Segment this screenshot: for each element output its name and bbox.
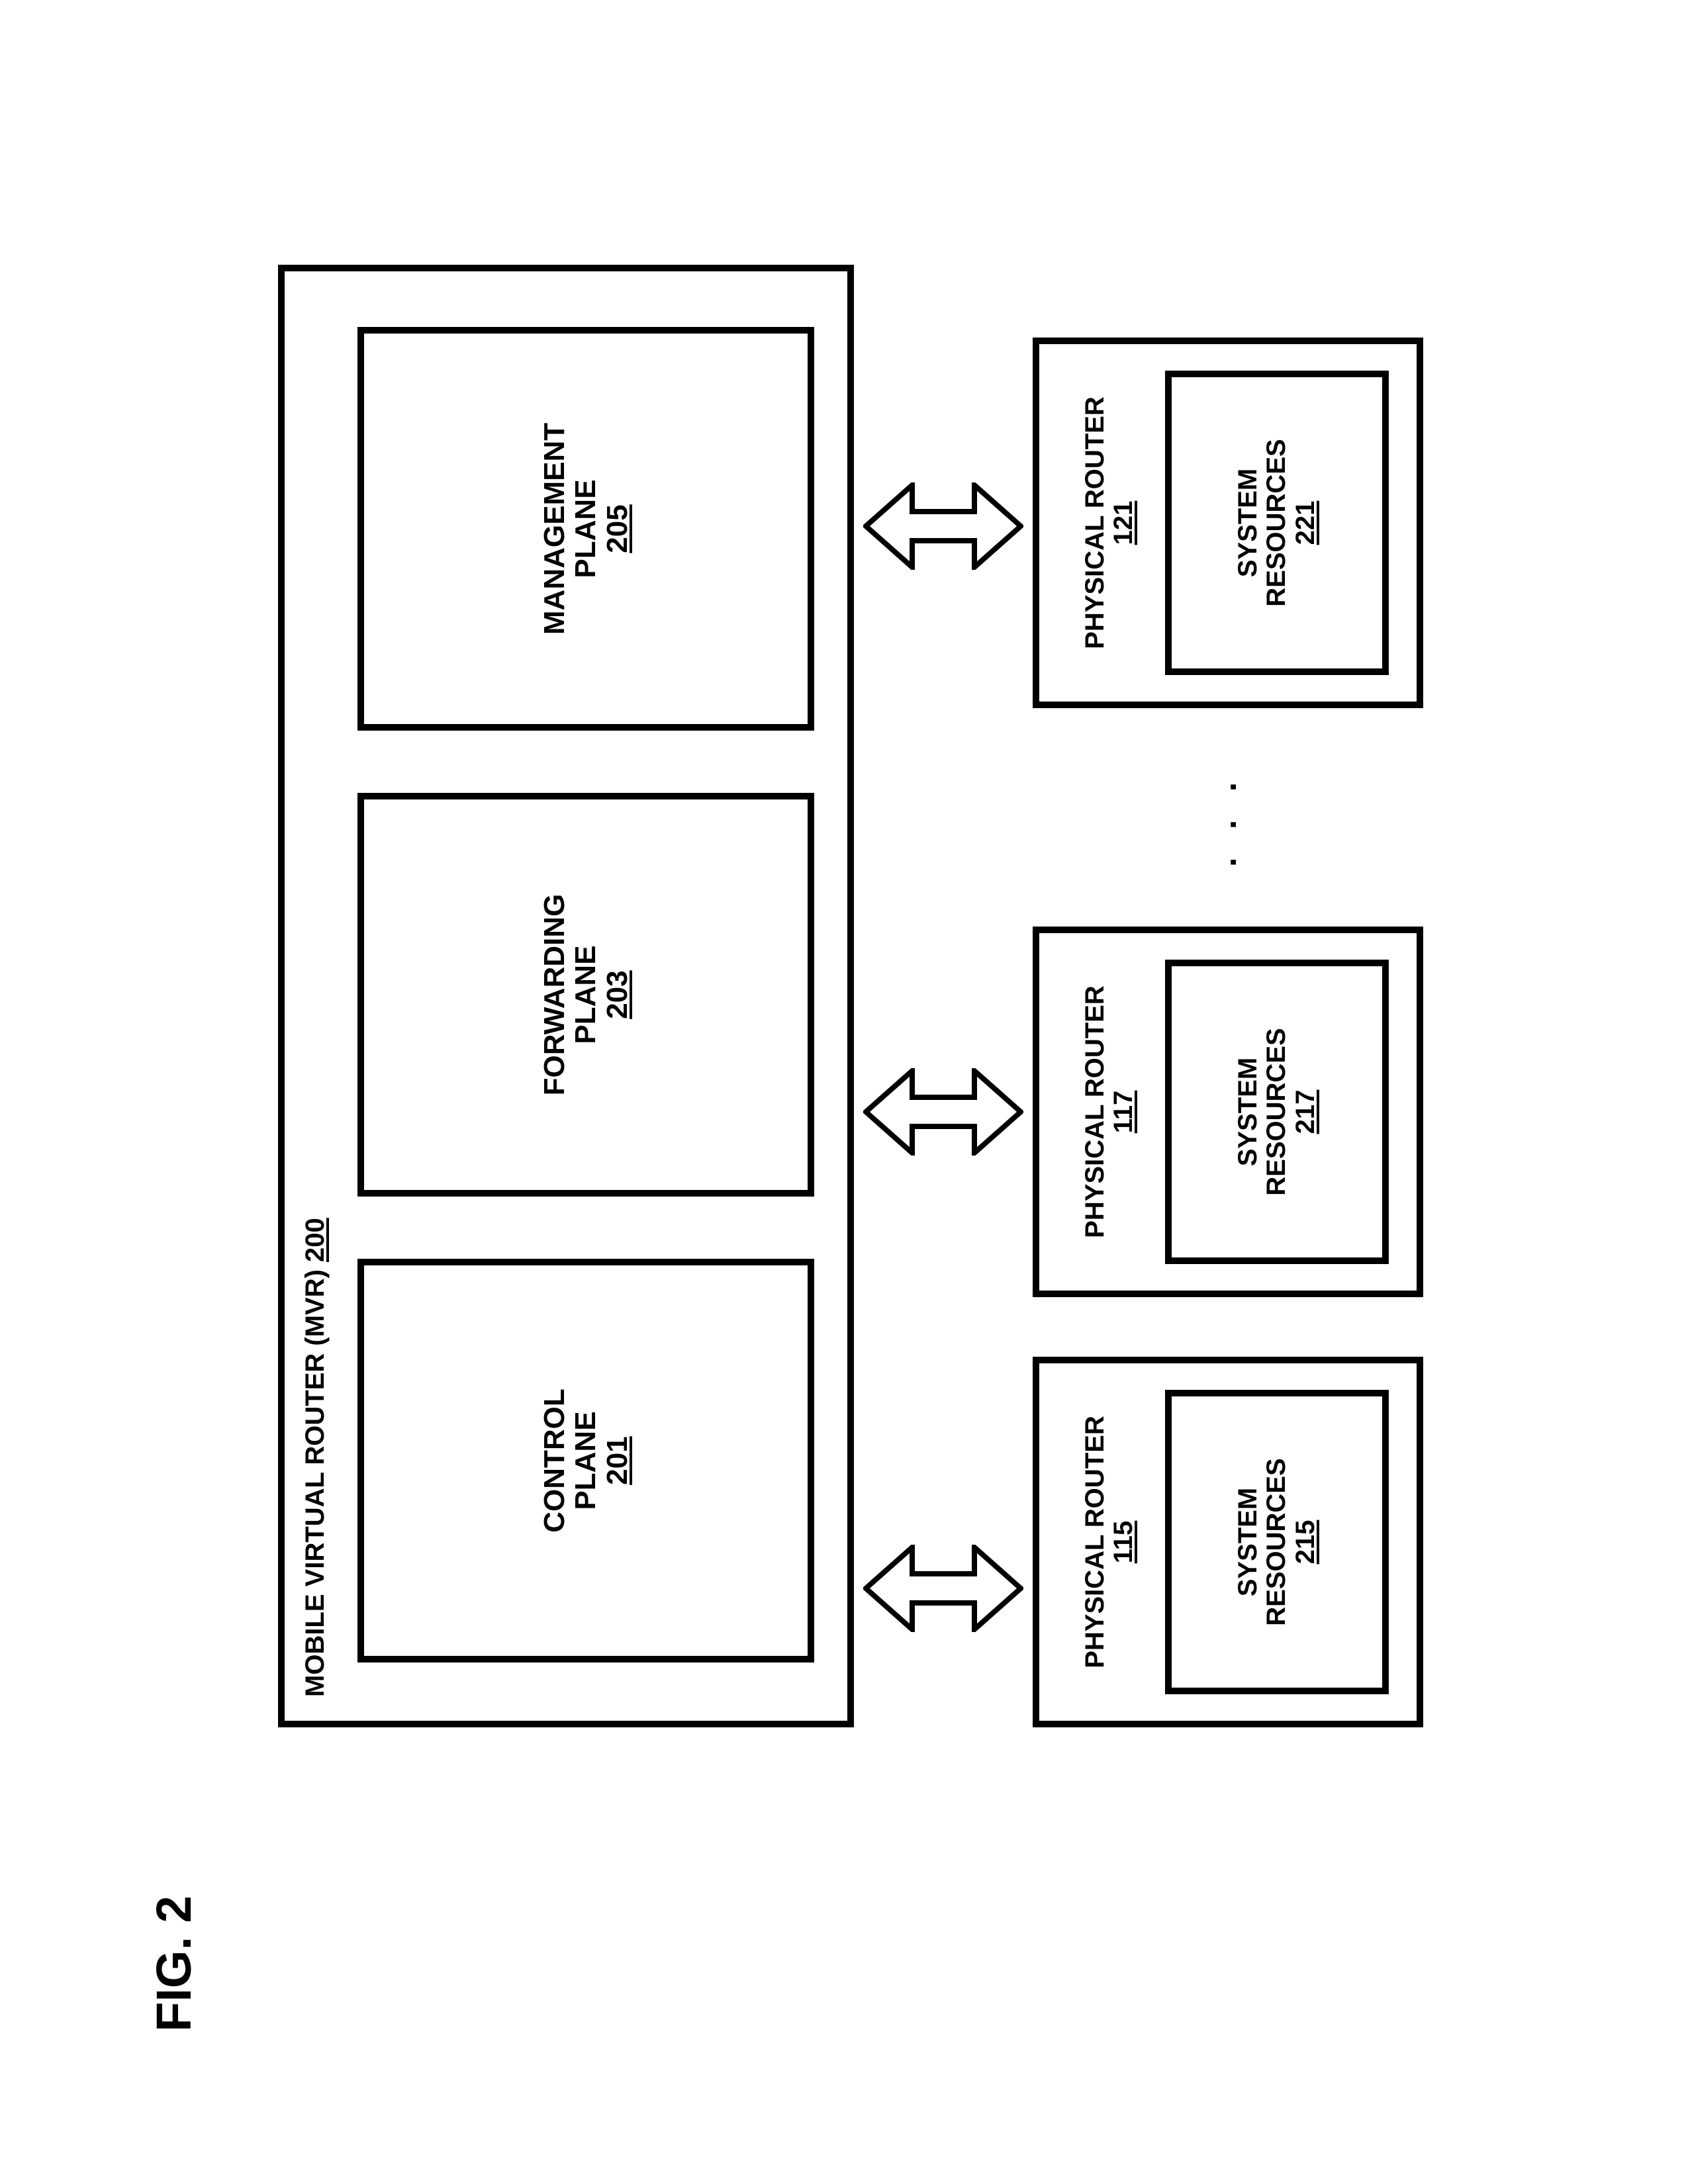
- physical-router-line-2: PHYSICAL ROUTER: [1081, 396, 1109, 649]
- arrow-icon-1: [863, 1068, 1023, 1156]
- management-plane-box: MANAGEMENT PLANE 205: [357, 327, 814, 731]
- system-resources-box-2: SYSTEM RESOURCES 221: [1165, 371, 1389, 675]
- physical-router-ref-1: 117: [1109, 1091, 1138, 1134]
- system-resources-label-2: SYSTEM RESOURCES 221: [1172, 377, 1382, 668]
- system-resources-label-0: SYSTEM RESOURCES 215: [1172, 1396, 1382, 1688]
- system-resources-ref-1: 217: [1291, 1090, 1320, 1134]
- system-resources-ref-2: 221: [1291, 501, 1320, 545]
- figure-label: FIG. 2: [146, 1895, 202, 2032]
- mvr-title-text: MOBILE VIRTUAL ROUTER (MVR): [301, 1262, 330, 1697]
- management-plane-label: MANAGEMENT PLANE 205: [364, 334, 808, 724]
- forwarding-plane-ref: 203: [602, 970, 633, 1019]
- arrow-icon-2: [863, 482, 1023, 570]
- physical-router-ref-2: 121: [1109, 501, 1138, 545]
- control-plane-ref: 201: [602, 1436, 633, 1484]
- system-resources-line2-0: RESOURCES: [1262, 1458, 1291, 1625]
- forwarding-plane-label: FORWARDING PLANE 203: [364, 799, 808, 1190]
- control-plane-box: CONTROL PLANE 201: [357, 1259, 814, 1662]
- management-plane-line2: PLANE: [570, 479, 602, 578]
- system-resources-line2-2: RESOURCES: [1262, 439, 1291, 606]
- physical-router-line-0: PHYSICAL ROUTER: [1081, 1416, 1109, 1668]
- diagram-stage: FIG. 2 MOBILE VIRTUAL ROUTER (MVR) 200 C…: [0, 0, 1688, 2184]
- forwarding-plane-box: FORWARDING PLANE 203: [357, 793, 814, 1197]
- forwarding-plane-line2: PLANE: [570, 945, 602, 1044]
- system-resources-line1-2: SYSTEM: [1234, 469, 1262, 577]
- control-plane-line1: CONTROL: [539, 1388, 571, 1533]
- physical-router-title-0: PHYSICAL ROUTER 115: [1050, 1363, 1169, 1721]
- page: FIG. 2 MOBILE VIRTUAL ROUTER (MVR) 200 C…: [0, 0, 1688, 2184]
- ellipsis: . . .: [1205, 773, 1244, 867]
- management-plane-ref: 205: [602, 504, 633, 553]
- system-resources-line1-0: SYSTEM: [1234, 1488, 1262, 1596]
- control-plane-line2: PLANE: [570, 1411, 602, 1510]
- mvr-title: MOBILE VIRTUAL ROUTER (MVR) 200: [285, 271, 330, 1721]
- physical-router-line-1: PHYSICAL ROUTER: [1081, 985, 1109, 1238]
- physical-router-title-1: PHYSICAL ROUTER 117: [1050, 933, 1169, 1291]
- system-resources-label-1: SYSTEM RESOURCES 217: [1172, 966, 1382, 1257]
- forwarding-plane-line1: FORWARDING: [539, 894, 571, 1096]
- system-resources-line2-1: RESOURCES: [1262, 1028, 1291, 1195]
- mvr-ref: 200: [301, 1218, 330, 1262]
- physical-router-title-2: PHYSICAL ROUTER 121: [1050, 344, 1169, 702]
- system-resources-box-0: SYSTEM RESOURCES 215: [1165, 1390, 1389, 1694]
- system-resources-box-1: SYSTEM RESOURCES 217: [1165, 960, 1389, 1264]
- arrow-icon-0: [863, 1545, 1023, 1632]
- control-plane-label: CONTROL PLANE 201: [364, 1265, 808, 1656]
- management-plane-line1: MANAGEMENT: [539, 423, 571, 635]
- system-resources-line1-1: SYSTEM: [1234, 1058, 1262, 1166]
- system-resources-ref-0: 215: [1291, 1520, 1320, 1565]
- physical-router-ref-0: 115: [1109, 1521, 1138, 1564]
